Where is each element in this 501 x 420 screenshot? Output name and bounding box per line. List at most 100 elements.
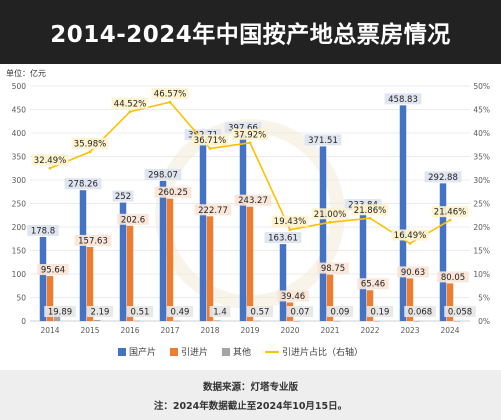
data-label-other: 19.89: [48, 308, 72, 318]
data-label-imported-bg: [234, 194, 272, 206]
data-label-imported: 157.63: [78, 236, 108, 246]
bar-国产片: [199, 141, 207, 321]
data-label-other: 0.49: [171, 308, 190, 318]
chart-area: 单位：亿元 0 50 100 150 200 250 300 350 400 450 500 0% 5% 1…: [0, 64, 501, 370]
x-tick-label: 2023: [400, 326, 419, 335]
data-label-ratio-bg: [71, 137, 109, 149]
x-tick-label: 2020: [280, 326, 299, 335]
y-right-tick-label: 30%: [473, 176, 490, 185]
page-title: 2014-2024年中国按产地总票房情况: [50, 22, 451, 48]
data-label-ratio: 44.52%: [114, 99, 146, 109]
bar-引进片: [366, 290, 374, 321]
bar-国产片: [39, 236, 47, 321]
date-note: 注：2024年数据截止至2024年10月15日。: [153, 400, 348, 412]
data-label-ratio-bg: [351, 204, 389, 216]
bar-其他: [253, 320, 261, 322]
data-label-other-bg: [366, 306, 394, 317]
bar-其他: [213, 320, 221, 321]
bar-其他: [93, 319, 101, 321]
data-label-domestic-bg: [64, 178, 102, 190]
x-tick-label: 2017: [160, 326, 179, 335]
data-label-ratio: 46.57%: [154, 90, 186, 100]
legend-swatch: [170, 348, 178, 356]
bar-其他: [333, 320, 341, 322]
bar-国产片: [239, 134, 247, 321]
y-left-tick-label: 150: [12, 247, 27, 256]
data-label-imported: 95.64: [41, 266, 65, 276]
data-label-domestic-bg: [224, 122, 262, 134]
data-label-other-bg: [166, 306, 194, 317]
data-label-domestic: 371.51: [308, 136, 338, 146]
data-label-other-bg: [126, 306, 154, 317]
data-label-imported-bg: [117, 213, 149, 225]
y-left-tick-label: 200: [12, 223, 27, 232]
data-label-other: 2.19: [91, 308, 110, 318]
data-label-other-bg: [286, 306, 314, 317]
data-label-domestic-bg: [304, 134, 342, 146]
bar-引进片: [126, 225, 134, 321]
data-label-ratio: 37.92%: [234, 130, 266, 140]
line-point: [248, 141, 252, 145]
data-label-domestic: 458.83: [388, 95, 418, 105]
x-tick-label: 2019: [240, 326, 259, 335]
legend-label: 引进片: [181, 346, 208, 358]
data-label-ratio-bg: [391, 229, 429, 241]
data-label-imported-bg: [37, 264, 69, 276]
x-tick-label: 2015: [80, 326, 99, 335]
bar-引进片: [326, 274, 334, 321]
y-right-tick-label: 45%: [473, 106, 490, 115]
bar-国产片: [119, 202, 127, 321]
data-label-ratio: 36.71%: [194, 136, 226, 146]
data-label-domestic-bg: [112, 190, 134, 202]
data-label-imported: 243.27: [238, 196, 268, 206]
data-label-domestic-bg: [264, 232, 302, 244]
data-label-domestic-bg: [144, 168, 182, 180]
data-label-other: 0.09: [331, 308, 350, 318]
footer: 数据来源：灯塔专业版 注：2024年数据截止至2024年10月15日。: [0, 370, 501, 420]
data-label-ratio-bg: [311, 208, 349, 220]
data-label-domestic: 163.61: [268, 234, 298, 244]
data-label-ratio-bg: [431, 206, 469, 218]
data-label-domestic: 298.07: [148, 170, 178, 180]
data-label-domestic: 178.8: [31, 226, 55, 236]
x-tick-label: 2018: [200, 326, 219, 335]
data-label-imported-bg: [194, 204, 232, 216]
y-right-tick-label: 50%: [473, 82, 490, 91]
legend-label: 其他: [233, 346, 251, 358]
data-label-other: 0.51: [131, 308, 150, 318]
data-label-domestic-bg: [384, 93, 422, 105]
y-right-tick-label: 40%: [473, 129, 490, 138]
data-label-other: 0.57: [251, 308, 270, 318]
line-point: [168, 100, 172, 104]
y-left-tick-label: 100: [12, 270, 27, 279]
data-label-ratio: 19.43%: [274, 217, 306, 227]
y-left-tick-label: 50: [16, 294, 26, 303]
data-label-other-bg: [404, 306, 436, 317]
data-label-other-bg: [246, 306, 274, 317]
bar-国产片: [319, 146, 327, 321]
y-right-tick-label: 0%: [478, 317, 490, 326]
legend-swatch: [222, 348, 230, 356]
source-note: 数据来源：灯塔专业版: [202, 381, 298, 393]
bar-引进片: [86, 246, 94, 321]
data-label-imported-bg: [357, 278, 389, 290]
y-right-tick-label: 10%: [473, 270, 490, 279]
bar-国产片: [359, 211, 367, 321]
chart-svg: 单位：亿元 0 50 100 150 200 250 300 350 400 450 500 0% 5% 1…: [6, 68, 490, 358]
data-label-imported: 39.46: [281, 292, 305, 302]
data-label-ratio-bg: [231, 128, 269, 140]
data-label-other-bg: [209, 306, 231, 317]
data-label-ratio: 35.98%: [74, 139, 106, 149]
data-label-imported-bg: [154, 186, 192, 198]
x-tick-label: 2021: [320, 326, 339, 335]
data-label-imported: 260.25: [158, 188, 188, 198]
data-label-ratio-bg: [111, 97, 149, 109]
y-left-tick-label: 300: [12, 176, 27, 185]
data-label-ratio-bg: [31, 154, 69, 166]
data-label-imported-bg: [397, 266, 429, 278]
line-point: [328, 220, 332, 224]
data-label-imported: 202.6: [121, 215, 145, 225]
bar-其他: [453, 320, 461, 322]
bar-其他: [293, 320, 301, 322]
bar-引进片: [406, 278, 414, 321]
